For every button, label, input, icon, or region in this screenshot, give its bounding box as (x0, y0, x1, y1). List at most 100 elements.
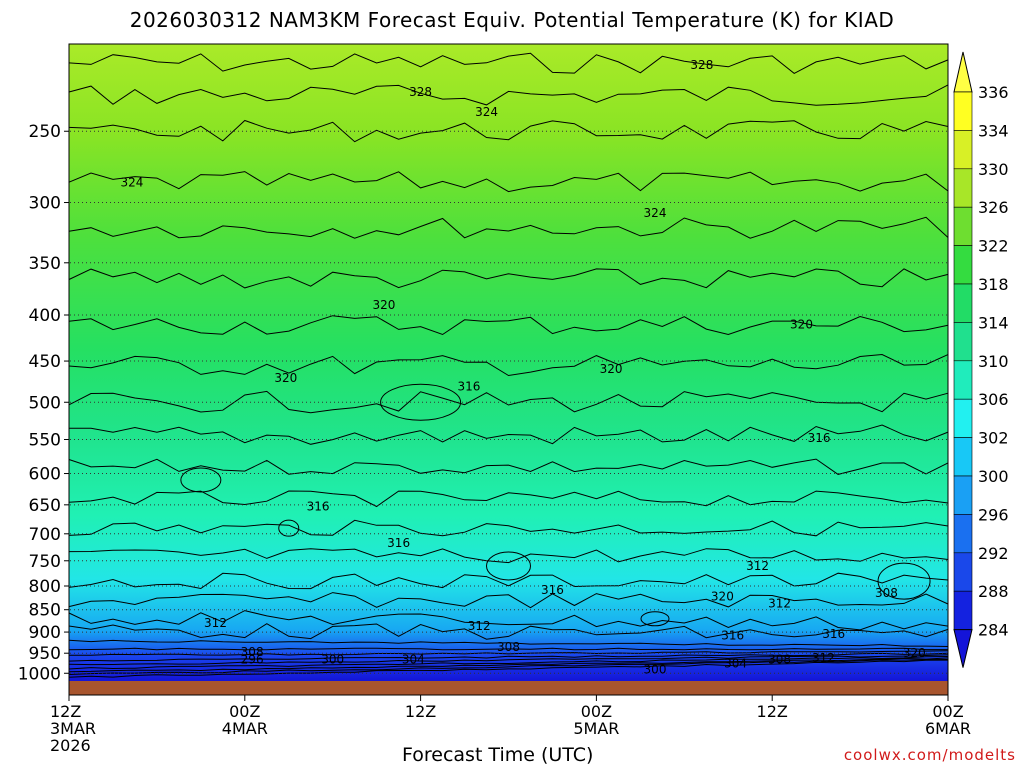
contour-label: 320 (373, 298, 396, 312)
colorbar-label: 336 (978, 83, 1009, 102)
y-tick-label: 450 (29, 352, 61, 372)
contour-blob (278, 519, 300, 537)
contour-label: 308 (768, 652, 791, 666)
y-tick-label: 300 (29, 194, 61, 214)
contour-line (68, 519, 949, 537)
contour-label: 312 (768, 597, 791, 611)
x-tick-label: 12Z (757, 702, 788, 721)
contour-label: 312 (812, 651, 835, 665)
colorbar-swatch (953, 322, 973, 362)
x-tick-label: 3MAR (50, 719, 96, 738)
contour-line (68, 353, 949, 377)
y-tick-label: 350 (29, 254, 61, 274)
contour-label: 324 (644, 206, 667, 220)
contour-labels: 328 328 324 324 324 320 320 320 320 316 316 316 316 3… (121, 58, 926, 676)
colorbar-label: 318 (978, 275, 1009, 294)
contour-label: 324 (475, 105, 498, 119)
contour-label: 328 (409, 85, 432, 99)
contour-line (68, 639, 949, 647)
contour-blob (877, 562, 931, 600)
pressure-axis: 2503003504004505005506006507007508008509… (18, 122, 69, 684)
y-tick-label: 800 (29, 577, 61, 597)
y-tick-label: 700 (29, 525, 61, 545)
contour-line (68, 84, 949, 106)
x-axis-title: Forecast Time (UTC) (402, 744, 594, 766)
colorbar-label: 284 (978, 621, 1009, 640)
x-tick-label: 00Z (932, 702, 963, 721)
contour-line (68, 647, 948, 651)
contour-line (68, 171, 949, 193)
y-tick-label: 900 (29, 623, 61, 643)
colorbar-swatch (953, 168, 973, 208)
colorbar-swatch (953, 590, 973, 630)
x-tick-label: 12Z (405, 702, 436, 721)
contour-line (68, 119, 949, 143)
contour-label: 328 (690, 58, 713, 72)
colorbar-label: 334 (978, 121, 1009, 140)
contour-label: 316 (387, 536, 410, 550)
chart-title: 2026030312 NAM3KM Forecast Equiv. Potent… (129, 8, 895, 32)
contour-label: 316 (307, 500, 330, 514)
y-tick-label: 600 (29, 465, 61, 485)
contour-line (68, 654, 949, 666)
colorbar-label: 300 (978, 467, 1009, 486)
contour-label: 300 (644, 662, 667, 676)
contour-label: 320 (790, 318, 813, 332)
x-tick-label: 4MAR (222, 719, 268, 738)
colorbar-swatch (953, 552, 973, 592)
contour-blob (180, 467, 222, 493)
x-tick-label: 00Z (229, 702, 260, 721)
contour-line (68, 656, 949, 670)
x-tick-label: 00Z (581, 702, 612, 721)
colorbar-swatch (953, 398, 973, 438)
contour-label: 304 (724, 656, 747, 670)
contour-line (68, 572, 949, 590)
colorbar-label: 326 (978, 198, 1009, 217)
colorbar-swatch (953, 514, 973, 554)
colorbar-swatch (953, 245, 973, 285)
colorbar-min-arrow (953, 629, 973, 668)
x-tick-label: 12Z (50, 702, 81, 721)
contour-label: 312 (204, 616, 227, 630)
contour-blob (640, 611, 670, 627)
contour-line (68, 659, 949, 678)
contour-label: 304 (402, 652, 425, 666)
colorbar-label: 306 (978, 390, 1009, 409)
contour-label: 308 (875, 586, 898, 600)
contour-line (68, 490, 949, 508)
contour-label: 316 (808, 431, 831, 445)
contour-label: 316 (541, 583, 564, 597)
y-tick-label: 550 (29, 431, 61, 451)
colorbar-swatch (953, 283, 973, 323)
contour-label: 308 (241, 645, 264, 659)
colorbar-label: 330 (978, 160, 1009, 179)
contour-label: 308 (497, 640, 520, 654)
contour-line (68, 548, 949, 564)
contour-label: 320 (711, 590, 734, 604)
contour-label: 300 (321, 652, 344, 666)
contour-line (68, 650, 949, 656)
contour-line (68, 652, 949, 662)
colorbar-label: 310 (978, 352, 1009, 371)
colorbar-swatch (953, 206, 973, 246)
colorbar-label: 288 (978, 582, 1009, 601)
source-credit: coolwx.com/modelts (843, 746, 1016, 764)
ground-surface (69, 681, 948, 695)
contour-line (68, 458, 949, 475)
colorbar-swatch (953, 130, 973, 170)
contour-label: 320 (903, 646, 926, 660)
contour-label: 312 (468, 619, 491, 633)
contour-line (68, 390, 949, 414)
x-tick-label: 6MAR (925, 719, 971, 738)
colorbar-label: 296 (978, 505, 1009, 524)
contour-line (68, 659, 949, 675)
contour-line (68, 592, 949, 609)
colorbar-swatch (953, 437, 973, 477)
y-tick-label: 400 (29, 306, 61, 326)
contour-label: 312 (746, 559, 769, 573)
contour-line (68, 268, 949, 289)
colorbar-swatch (953, 475, 973, 515)
contour-label: 316 (457, 379, 480, 393)
